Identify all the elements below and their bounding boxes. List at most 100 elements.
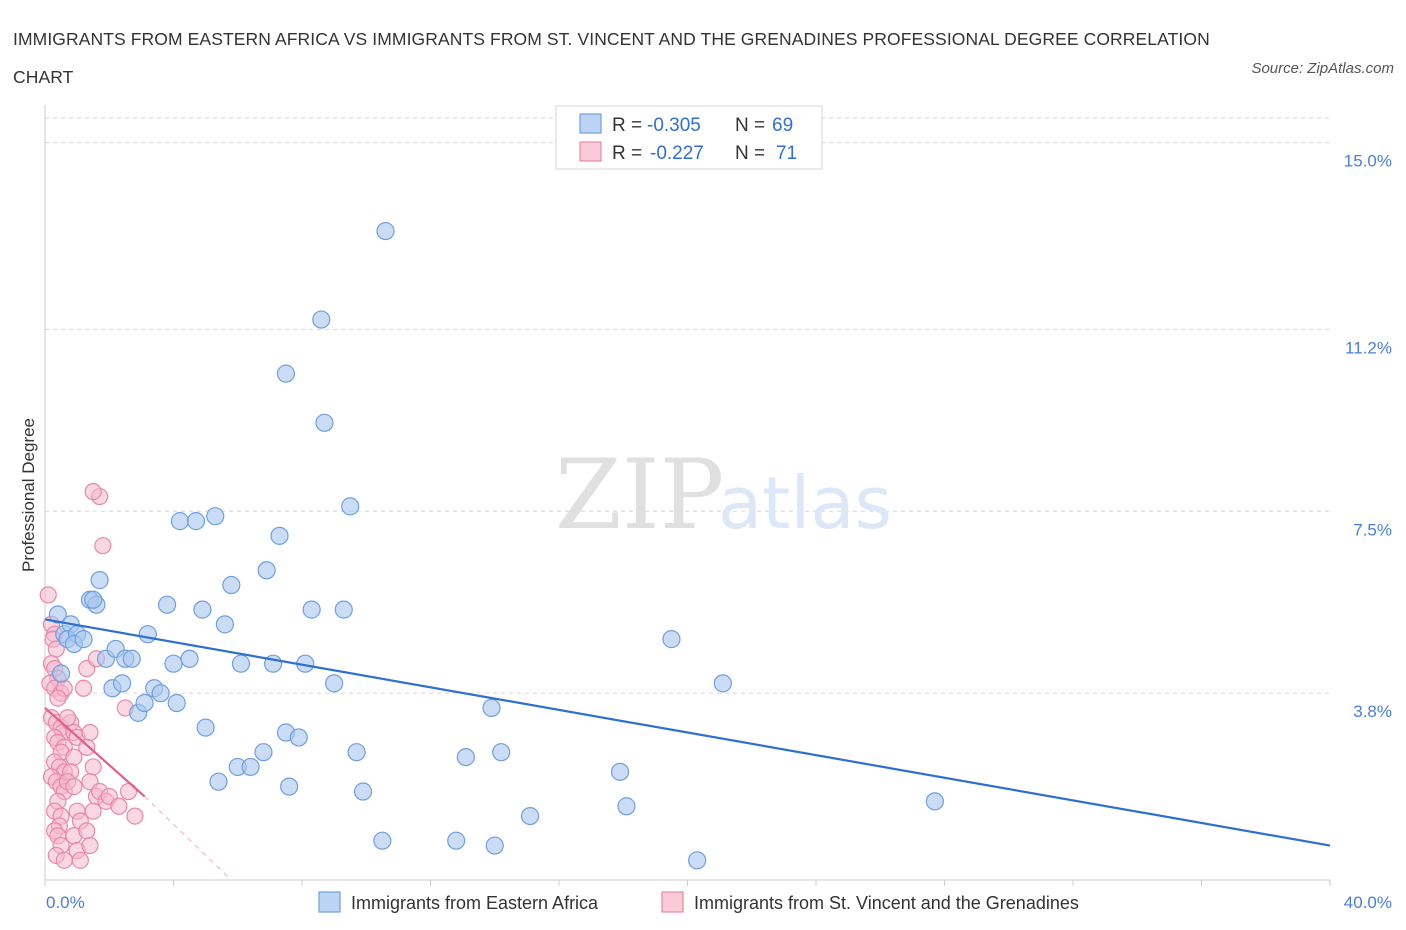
legend-n-label-1: N = xyxy=(735,115,765,136)
pink-point-70 xyxy=(58,709,77,727)
blue-point-48 xyxy=(325,674,344,693)
blue-point-52 xyxy=(353,782,373,801)
blue-point-55 xyxy=(447,831,466,850)
pink-series-points xyxy=(39,483,144,869)
legend-r-value-1: -0.305 xyxy=(647,115,701,136)
blue-point-20 xyxy=(151,684,170,703)
pink-point-0 xyxy=(39,586,57,604)
x-tick-label-1: 40.0% xyxy=(1344,893,1392,912)
blue-point-53 xyxy=(373,831,392,850)
blue-point-59 xyxy=(492,743,511,762)
blue-point-67 xyxy=(51,664,71,683)
blue-point-26 xyxy=(186,512,206,531)
pink-point-69 xyxy=(126,807,144,825)
pink-point-52 xyxy=(78,738,96,756)
axes xyxy=(44,105,1331,886)
blue-point-41 xyxy=(280,777,299,796)
chart-title: IMMIGRANTS FROM EASTERN AFRICA VS IMMIGR… xyxy=(13,29,1210,87)
blue-point-64 xyxy=(688,851,707,870)
blue-point-18 xyxy=(138,625,157,644)
pink-trend-line xyxy=(44,707,146,798)
trend-lines xyxy=(44,618,1331,881)
y-tick-label-0: 3.8% xyxy=(1353,702,1392,721)
blue-point-23 xyxy=(167,693,186,713)
bottom-legend-swatch-blue xyxy=(318,891,341,913)
blue-point-51 xyxy=(347,743,366,762)
blue-point-43 xyxy=(276,364,296,383)
pink-point-56 xyxy=(84,802,102,820)
blue-point-56 xyxy=(456,747,475,767)
y-tick-label-3: 15.0% xyxy=(1344,152,1392,171)
blue-point-54 xyxy=(376,221,395,241)
blue-point-39 xyxy=(270,526,289,545)
blue-point-36 xyxy=(254,743,273,762)
y-tick-label-2: 11.2% xyxy=(1345,338,1392,357)
blue-point-60 xyxy=(520,806,540,826)
blue-point-9 xyxy=(90,571,109,590)
watermark-zip: ZIP xyxy=(555,439,724,551)
blue-trend-line xyxy=(44,618,1331,847)
blue-point-31 xyxy=(222,575,241,595)
blue-point-62 xyxy=(617,797,636,816)
blue-point-33 xyxy=(231,654,251,673)
x-tick-label-0: 0.0% xyxy=(46,893,85,912)
bottom-legend-swatch-pink xyxy=(661,891,684,913)
bottom-legend: Immigrants from Eastern Africa Immigrant… xyxy=(318,891,1079,913)
blue-point-30 xyxy=(215,615,234,634)
source-label: Source: ZipAtlas.com xyxy=(1251,60,1394,77)
y-axis-label: Professional Degree xyxy=(19,418,38,572)
pink-point-66 xyxy=(110,797,128,815)
pink-point-57 xyxy=(78,822,96,840)
blue-point-57 xyxy=(482,698,501,718)
watermark-atlas: atlas xyxy=(718,461,892,545)
blue-point-13 xyxy=(122,649,141,668)
blue-point-22 xyxy=(164,654,183,673)
blue-point-8 xyxy=(84,590,103,609)
legend-swatch-blue xyxy=(579,113,602,134)
blue-point-25 xyxy=(180,649,199,668)
blue-point-35 xyxy=(241,757,260,777)
blue-point-61 xyxy=(610,762,630,781)
blue-point-27 xyxy=(193,600,212,619)
blue-point-37 xyxy=(257,561,276,580)
blue-point-49 xyxy=(334,600,353,619)
blue-point-58 xyxy=(485,836,504,855)
blue-point-17 xyxy=(135,693,154,713)
legend-swatch-pink xyxy=(579,141,602,162)
tick-labels: 3.8% 7.5% 11.2% 15.0% 0.0% 40.0% xyxy=(46,152,1392,912)
blue-point-47 xyxy=(315,413,334,432)
blue-series-points xyxy=(48,221,944,870)
pink-point-53 xyxy=(84,758,102,776)
blue-point-65 xyxy=(713,674,732,693)
legend-r-label-2: R = xyxy=(612,143,642,164)
legend-n-label-2: N = xyxy=(735,143,765,164)
pink-point-61 xyxy=(94,537,112,555)
y-tick-label-1: 7.5% xyxy=(1353,520,1392,539)
legend-n-value-2: 71 xyxy=(776,143,797,164)
pink-trend-extension xyxy=(144,795,232,881)
pink-point-58 xyxy=(81,836,99,855)
legend-r-value-2: -0.227 xyxy=(650,143,704,164)
bottom-legend-label-blue: Immigrants from Eastern Africa xyxy=(351,893,599,913)
blue-point-68 xyxy=(74,630,93,649)
pink-point-50 xyxy=(74,679,93,697)
blue-point-28 xyxy=(196,718,215,737)
blue-point-42 xyxy=(289,728,308,747)
blue-point-0 xyxy=(48,605,67,624)
pink-point-51 xyxy=(81,723,99,742)
stats-legend: R = -0.305 N = 69 R = -0.227 N = 71 xyxy=(555,105,823,170)
blue-point-15 xyxy=(112,674,132,693)
blue-point-46 xyxy=(312,310,331,329)
blue-point-24 xyxy=(170,512,190,531)
blue-point-45 xyxy=(302,600,321,619)
bottom-legend-label-pink: Immigrants from St. Vincent and the Gren… xyxy=(694,893,1079,913)
pink-point-60 xyxy=(84,483,102,501)
legend-n-value-1: 69 xyxy=(772,115,793,136)
blue-point-34 xyxy=(209,772,228,791)
blue-point-21 xyxy=(157,595,177,614)
blue-point-50 xyxy=(341,497,360,516)
blue-point-29 xyxy=(206,507,225,526)
legend-r-label-1: R = xyxy=(612,115,642,136)
blue-point-63 xyxy=(662,630,681,649)
